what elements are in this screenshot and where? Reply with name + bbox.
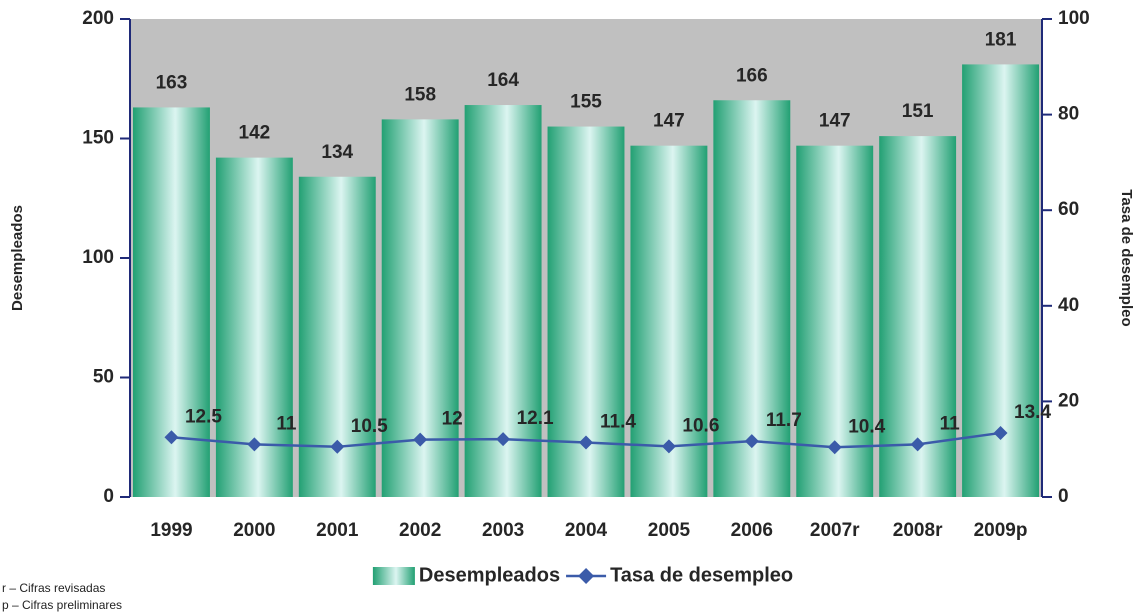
bar-value-label: 147 [819, 111, 851, 132]
y-tick-label: 150 [82, 128, 114, 149]
bar [879, 136, 957, 498]
bar [796, 145, 874, 498]
x-tick-label: 2009p [974, 520, 1028, 541]
bar [547, 126, 625, 498]
line-value-label: 11.7 [766, 410, 802, 431]
bar-value-label: 147 [653, 111, 685, 132]
y-tick-label: 200 [82, 8, 114, 29]
line-marker [910, 437, 925, 452]
line-value-label: 11.4 [600, 412, 636, 433]
bar [464, 105, 542, 497]
y2-tick-label: 40 [1058, 295, 1079, 316]
legend-label: Tasa de desempleo [610, 564, 793, 586]
bar-value-label: 142 [239, 123, 271, 144]
y-tick-label: 0 [103, 486, 114, 507]
line-value-label: 11 [276, 413, 297, 434]
line-value-label: 10.5 [351, 416, 388, 437]
bar-value-label: 166 [736, 65, 768, 86]
line-value-label: 12.5 [185, 406, 222, 427]
y2-tick-label: 100 [1058, 8, 1090, 29]
y2-axis-title: Tasa de desempleo [1118, 189, 1135, 326]
bar [713, 100, 791, 497]
line-marker [579, 435, 593, 450]
line-value-label: 13.4 [1014, 402, 1051, 423]
bar-value-label: 164 [487, 70, 519, 91]
x-tick-label: 2002 [399, 520, 441, 541]
y2-tick-label: 80 [1058, 104, 1079, 125]
line-marker [413, 432, 428, 447]
x-tick-label: 2003 [482, 520, 524, 541]
line-marker [496, 432, 511, 447]
line-value-label: 12.1 [517, 408, 554, 429]
y-axis-title: Desempleados [9, 205, 26, 311]
bar-value-label: 151 [902, 101, 934, 122]
line-marker [247, 437, 262, 452]
footnote: r – Cifras revisadas [2, 581, 105, 595]
line-marker [330, 439, 345, 454]
y-tick-label: 100 [82, 247, 114, 268]
y2-tick-label: 20 [1058, 390, 1079, 411]
y2-tick-label: 0 [1058, 486, 1069, 507]
line-value-label: 10.4 [848, 416, 885, 437]
x-tick-label: 2001 [316, 520, 359, 541]
bar-value-label: 134 [321, 142, 353, 163]
line-value-label: 10.6 [682, 415, 719, 436]
line-marker [744, 434, 759, 449]
line-value-label: 11 [940, 413, 961, 434]
x-tick-label: 2004 [565, 520, 608, 541]
x-tick-label: 2005 [648, 520, 691, 541]
line-value-label: 12 [442, 409, 463, 430]
line-marker [661, 439, 676, 454]
x-tick-label: 2008r [893, 520, 943, 541]
bar-value-label: 181 [985, 29, 1017, 50]
bar-value-label: 158 [404, 84, 436, 105]
legend-label: Desempleados [419, 564, 560, 586]
x-tick-label: 2000 [233, 520, 275, 541]
bar [962, 64, 1039, 497]
legend-swatch [372, 567, 415, 585]
bar [630, 145, 708, 498]
x-tick-label: 2006 [731, 520, 773, 541]
x-tick-label: 2007r [810, 520, 860, 541]
line-marker [993, 425, 1008, 440]
line-marker [827, 440, 842, 455]
legend: Desempleados Tasa de desempleo [372, 564, 793, 586]
bar-value-label: 163 [156, 72, 188, 93]
footnote: p – Cifras preliminares [2, 598, 122, 612]
legend-swatch [578, 568, 595, 584]
bar-value-label: 155 [570, 92, 602, 113]
y2-tick-label: 60 [1058, 199, 1079, 220]
line-marker [164, 430, 179, 445]
y-tick-label: 50 [93, 367, 114, 388]
x-tick-label: 1999 [150, 520, 192, 541]
